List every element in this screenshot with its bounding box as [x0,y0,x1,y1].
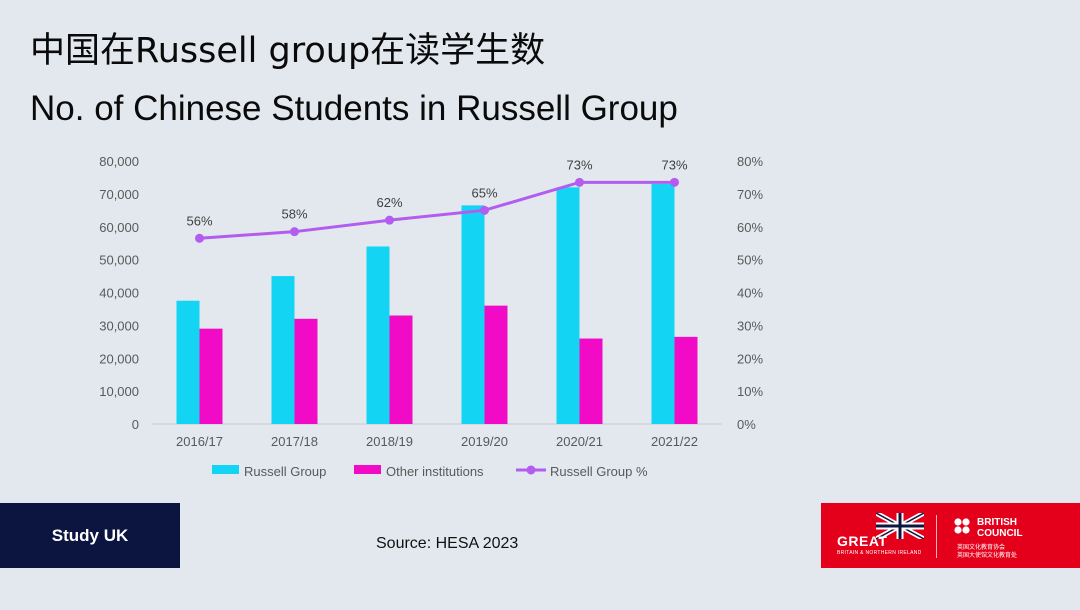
line-point-russell-group-pct [575,177,584,187]
bar-other-institutions [199,328,223,424]
legend-swatch-marker [526,465,536,475]
british-council-name: BRITISH COUNCIL [977,517,1023,539]
union-flag-icon [876,513,924,539]
bar-other-institutions [674,336,698,424]
bar-russell-group [651,184,675,424]
x-tick-label: 2019/20 [461,434,508,449]
brand-divider [936,515,937,558]
line-point-russell-group-pct [670,177,679,187]
data-label-pct: 73% [661,157,687,172]
legend-label: Other institutions [386,464,484,479]
bar-russell-group [461,205,485,424]
y-right-tick-label: 50% [737,253,763,268]
line-point-russell-group-pct [385,215,394,225]
x-tick-label: 2016/17 [176,434,223,449]
data-label-pct: 58% [281,207,307,222]
great-logo-subtext: BRITAIN & NORTHERN IRELAND [837,550,922,556]
y-right-tick-label: 10% [737,384,763,399]
bar-russell-group [556,187,580,424]
british-council-line2: COUNCIL [977,528,1023,539]
data-label-pct: 73% [566,157,592,172]
data-label-pct: 56% [186,213,212,228]
x-tick-label: 2018/19 [366,434,413,449]
y-left-tick-label: 60,000 [99,220,139,235]
source-note: Source: HESA 2023 [376,535,519,552]
brand-logo-box: GREAT BRITAIN & NORTHERN IRELAND BRITISH… [821,503,1080,568]
title-english: No. of Chinese Students in Russell Group [30,89,678,128]
british-council-dots-icon [954,518,970,534]
x-tick-label: 2020/21 [556,434,603,449]
bar-russell-group [176,300,200,424]
y-left-tick-label: 80,000 [99,154,139,169]
y-right-tick-label: 60% [737,220,763,235]
y-right-tick-label: 0% [737,417,756,432]
y-left-tick-label: 10,000 [99,384,139,399]
british-council-zh-line1: 英国文化教育协会 [957,544,1006,551]
y-left-tick-label: 50,000 [99,253,139,268]
title-chinese: 中国在Russell group在读学生数 [30,31,546,71]
y-right-tick-label: 30% [737,318,763,333]
study-uk-badge: Study UK [0,503,180,568]
x-tick-label: 2017/18 [271,434,318,449]
bar-other-institutions [484,305,508,424]
legend-swatch [212,465,239,474]
y-left-tick-label: 20,000 [99,351,139,366]
y-left-tick-label: 70,000 [99,187,139,202]
bar-other-institutions [389,315,413,424]
line-point-russell-group-pct [195,233,204,243]
bar-other-institutions [294,318,318,424]
legend-swatch [354,465,381,474]
combo-chart: 0 10,000 20,000 30,000 40,000 50,000 60,000 70,… [99,154,763,479]
line-point-russell-group-pct [480,205,489,215]
y-right-tick-label: 80% [737,154,763,169]
slide-title: 中国在Russell group在读学生数 No. of Chinese Stu… [30,28,678,132]
study-uk-label: Study UK [51,525,129,545]
y-right-tick-label: 40% [737,286,763,301]
bar-russell-group [271,276,295,424]
bar-russell-group [366,246,390,424]
y-left-tick-label: 40,000 [99,286,139,301]
line-russell-group-pct [199,180,675,240]
data-label-pct: 65% [471,185,497,200]
british-council-chinese: 英国文化教育协会 英国大使馆文化教育处 [957,544,1017,560]
x-tick-label: 2021/22 [651,434,698,449]
line-point-russell-group-pct [290,227,299,237]
y-right-tick-label: 20% [737,351,763,366]
y-left-tick-label: 0 [132,417,139,432]
bar-other-institutions [579,338,603,424]
y-right-tick-label: 70% [737,187,763,202]
legend-label: Russell Group [244,464,326,479]
y-left-tick-label: 30,000 [99,318,139,333]
data-label-pct: 62% [376,195,402,210]
great-logo-text: GREAT [837,533,888,549]
legend-label: Russell Group % [550,464,648,479]
british-council-zh-line2: 英国大使馆文化教育处 [957,552,1018,559]
british-council-line1: BRITISH [977,517,1017,528]
